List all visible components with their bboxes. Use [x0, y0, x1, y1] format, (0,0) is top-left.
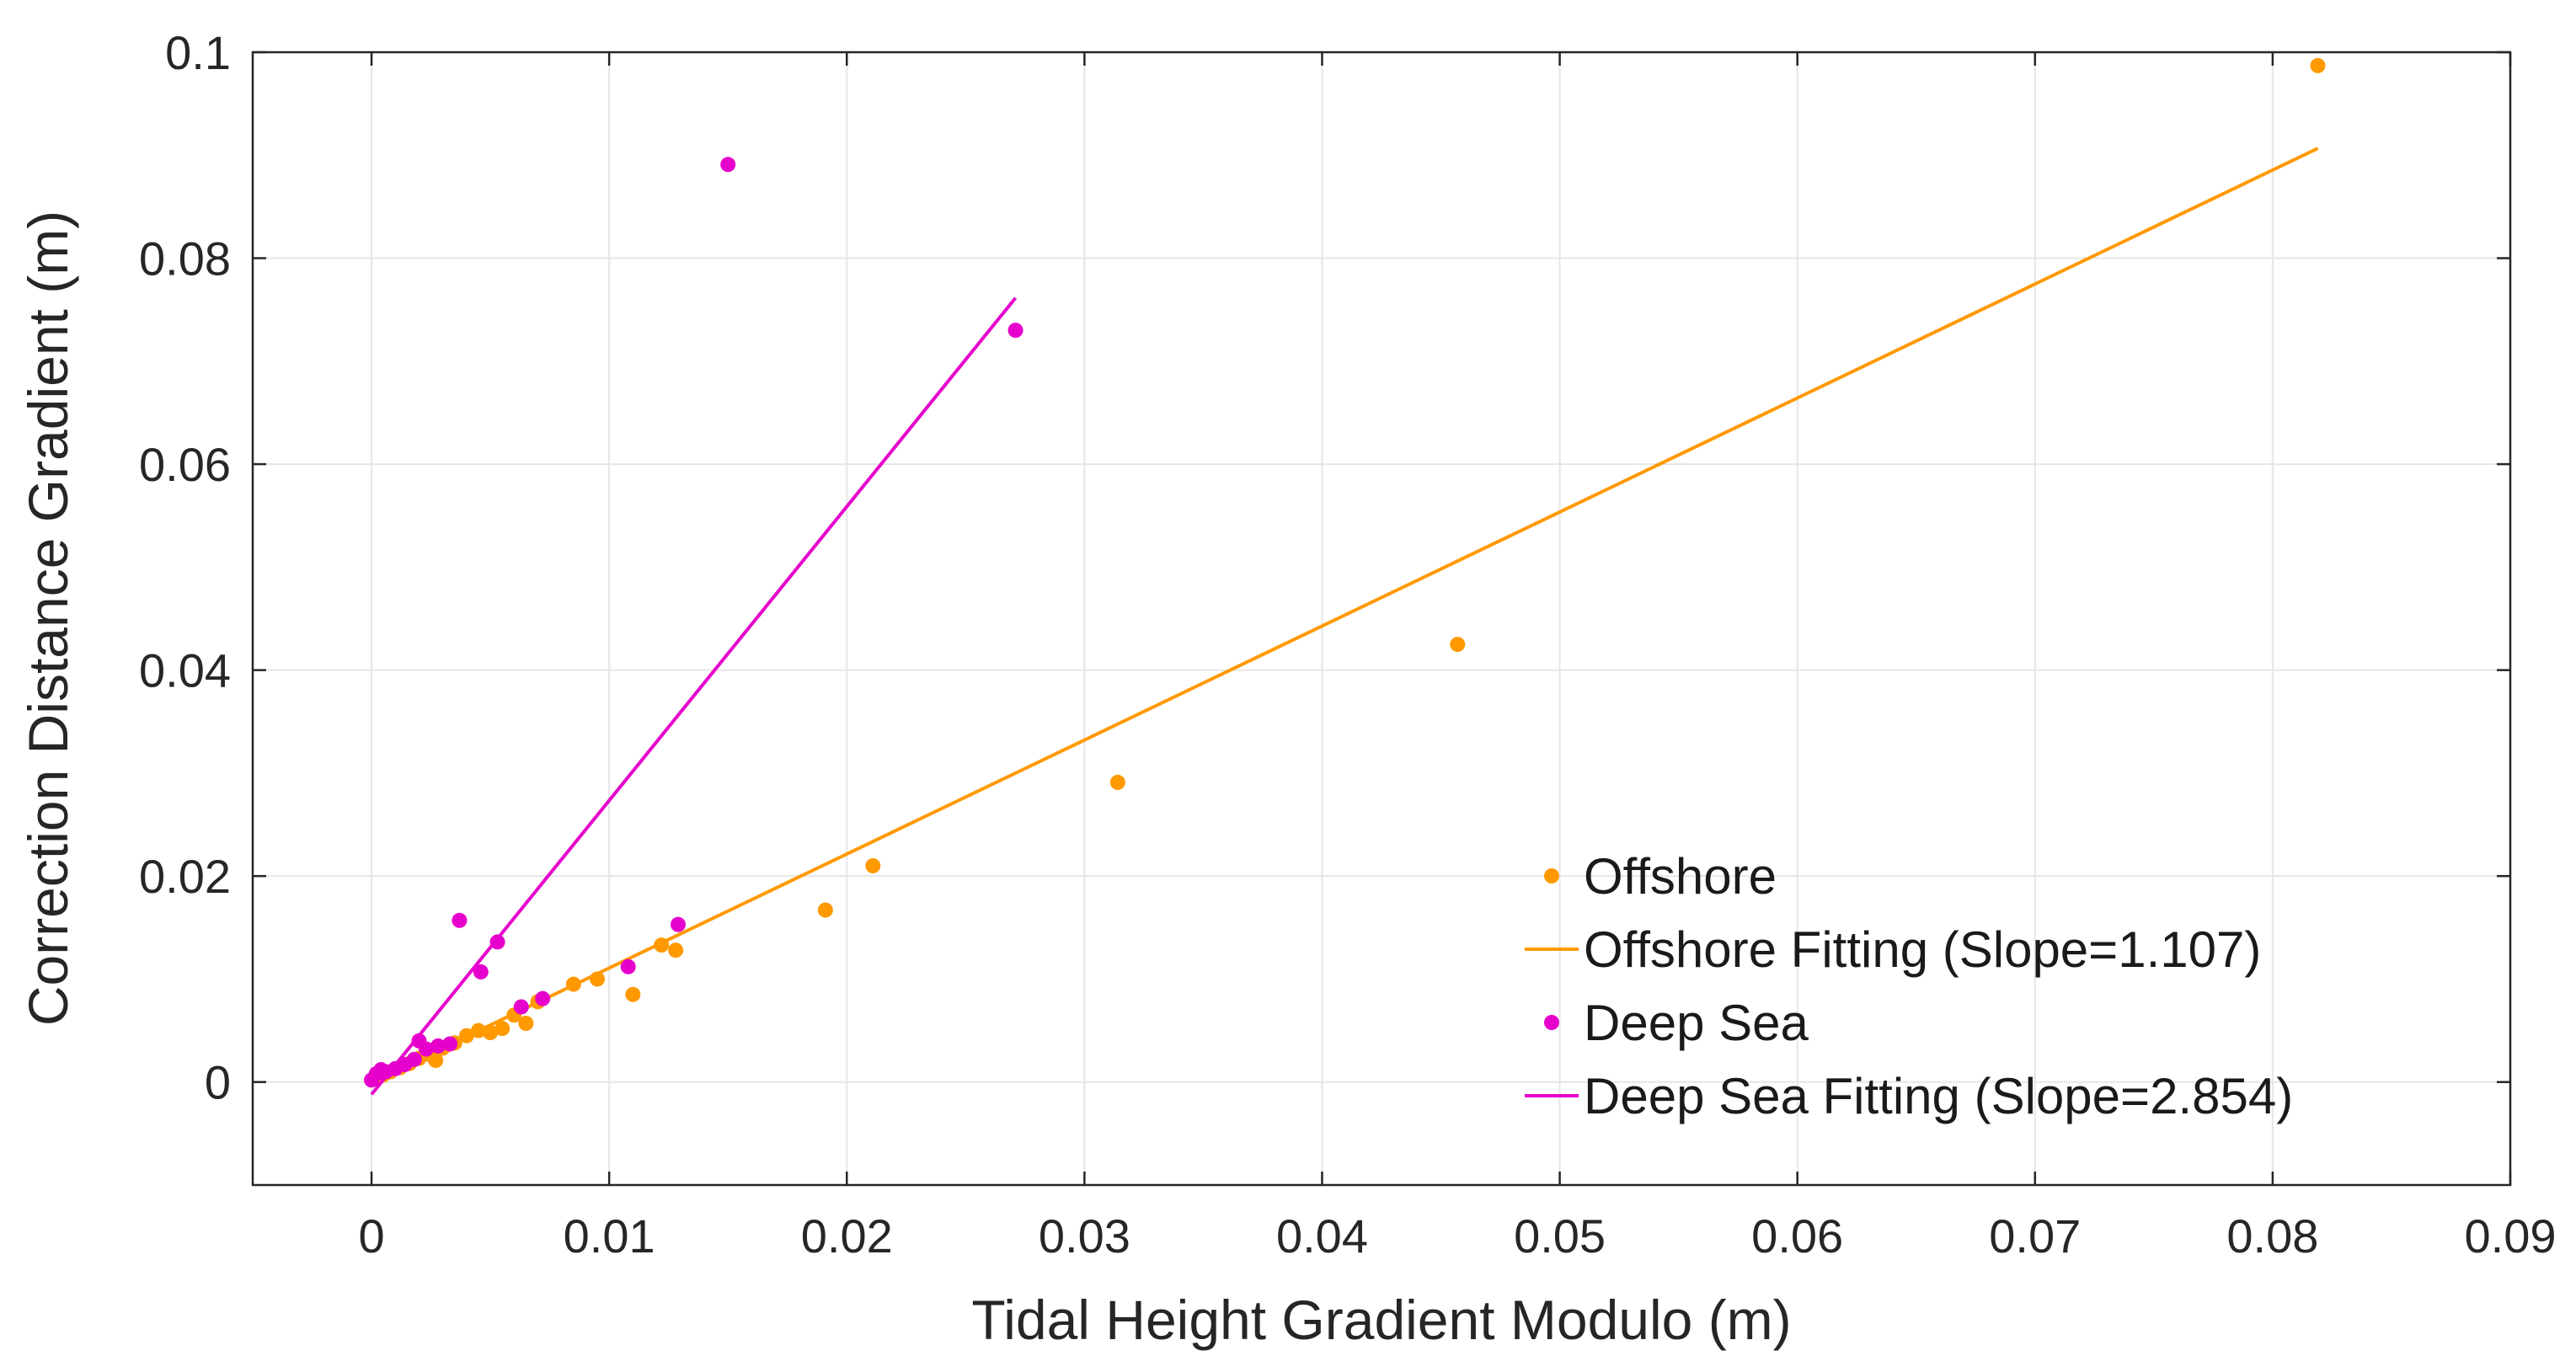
x-tick-label: 0.07 [1989, 1209, 2081, 1263]
x-tick-label: 0 [358, 1209, 384, 1263]
y-tick-label: 0.1 [165, 26, 231, 79]
x-axis-label: Tidal Height Gradient Modulo (m) [971, 1289, 1791, 1351]
data-point [418, 1041, 434, 1057]
y-tick-label: 0.08 [139, 232, 231, 286]
legend-entry-label: Deep Sea [1584, 995, 1809, 1051]
x-tick-label: 0.03 [1039, 1209, 1130, 1263]
data-point [489, 934, 505, 950]
y-tick-label: 0 [205, 1056, 231, 1109]
data-point [620, 958, 636, 974]
x-tick-label: 0.06 [1751, 1209, 1843, 1263]
fit-line [371, 147, 2319, 1084]
x-tick-label: 0.09 [2465, 1209, 2557, 1263]
plot-frame [251, 51, 2512, 1187]
data-point [430, 1038, 446, 1054]
series-layer [364, 57, 2326, 1096]
data-point [406, 1051, 422, 1067]
plot-background [253, 52, 2510, 1185]
data-point [471, 1022, 486, 1038]
x-tick-label: 0.04 [1276, 1209, 1368, 1263]
y-tick-label: 0.02 [139, 850, 231, 903]
data-point [473, 964, 489, 980]
legend-dot-marker [1544, 1015, 1559, 1030]
data-point [1109, 774, 1125, 790]
x-tick-label: 0.02 [801, 1209, 893, 1263]
data-point [428, 1053, 444, 1069]
legend-entry-label: Offshore Fitting (Slope=1.107) [1584, 921, 2261, 978]
data-point [865, 857, 881, 873]
fit-line [370, 296, 1018, 1096]
data-point [442, 1036, 458, 1052]
y-tick-label: 0.04 [139, 644, 231, 697]
data-point [668, 942, 684, 958]
data-point [565, 976, 581, 992]
data-point [518, 1016, 534, 1032]
legend-entry-label: Offshore [1584, 848, 1777, 905]
ticks: 0 0.01 0.02 0.03 0.04 0.05 0.06 0.07 0.08 0.09 0 0.… [139, 26, 2557, 1263]
y-axis-label: Correction Distance Gradient (m) [17, 211, 79, 1026]
y-tick-label: 0.06 [139, 438, 231, 491]
data-point [590, 971, 606, 987]
data-point [494, 1021, 510, 1037]
x-tick-label: 0.08 [2226, 1209, 2318, 1263]
data-point [452, 912, 468, 928]
data-point [513, 999, 529, 1015]
data-point [1450, 637, 1466, 653]
data-point [720, 157, 736, 173]
data-point [1007, 323, 1023, 339]
x-tick-label: 0.01 [564, 1209, 655, 1263]
data-point [625, 986, 641, 1002]
data-point [670, 916, 686, 932]
x-tick-label: 0.05 [1514, 1209, 1606, 1263]
grid [253, 51, 2511, 1185]
data-point [483, 1025, 499, 1041]
legend: Offshore Offshore Fitting (Slope=1.107) De… [1525, 848, 2293, 1124]
data-point [654, 937, 670, 953]
data-point [2310, 57, 2326, 73]
data-point [458, 1028, 474, 1044]
legend-entry-label: Deep Sea Fitting (Slope=2.854) [1584, 1068, 2293, 1124]
legend-dot-marker [1544, 868, 1559, 884]
data-point [535, 990, 551, 1006]
data-point [817, 902, 833, 918]
